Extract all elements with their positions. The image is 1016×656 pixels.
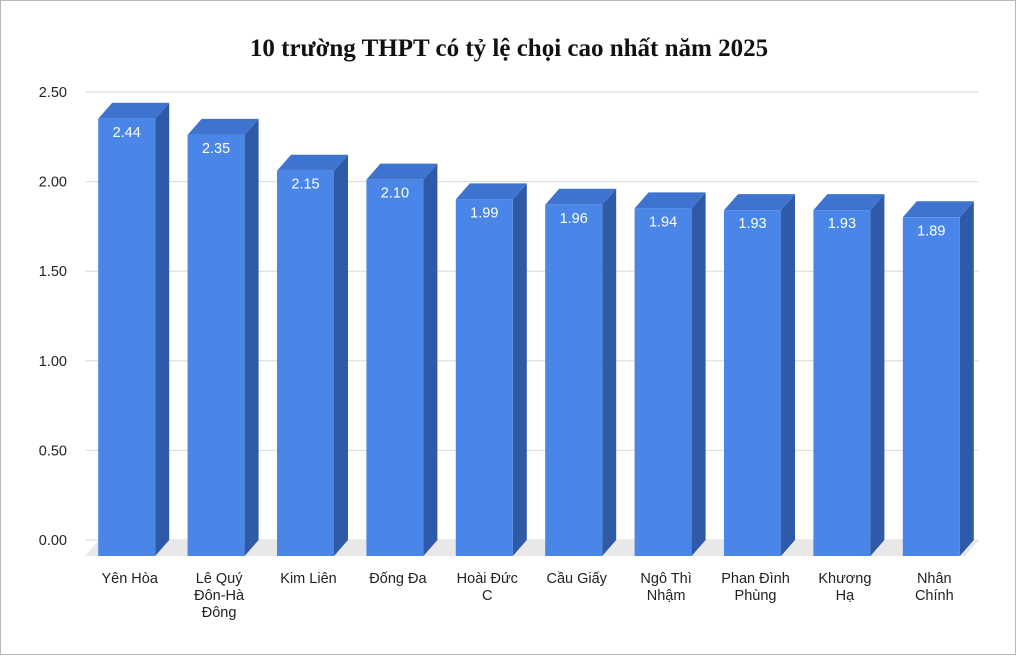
data-label: 2.15: [291, 177, 319, 193]
bar-top: [277, 154, 348, 171]
bar-side: [334, 154, 348, 556]
bar-front: [813, 210, 871, 557]
bar-side: [155, 102, 170, 556]
bar-front: [366, 179, 424, 556]
category-label: Yên Hòa: [101, 571, 158, 587]
bar: [724, 194, 795, 557]
y-tick-label: 0.00: [39, 533, 67, 549]
bar-side: [691, 192, 706, 557]
bar-top: [634, 192, 706, 209]
data-label: 1.96: [560, 211, 588, 227]
y-tick-label: 1.50: [39, 264, 67, 280]
bar-top: [902, 201, 974, 218]
category-labels: Yên Hòa Lê Quý Đôn-Hà Đông Kim Liên Đống Đa Ho…: [101, 571, 953, 621]
chart-title: 10 trường THPT có tỷ lệ chọi cao nhất nă…: [250, 35, 768, 62]
y-axis-ticks: 0.00 0.50 1.00 1.50 2.00 2.50: [39, 85, 67, 549]
category-label: Đống Đa: [369, 571, 427, 587]
data-label: 2.10: [381, 186, 409, 202]
bar-top: [545, 188, 617, 205]
data-label: 2.44: [113, 125, 141, 141]
category-label: Hoài Đức C: [457, 571, 518, 604]
bar: [98, 102, 170, 556]
category-label: Nhân Chính: [915, 571, 954, 604]
bar-front: [724, 210, 781, 557]
y-tick-label: 0.50: [39, 443, 67, 459]
bar-side: [423, 163, 438, 556]
bar-side: [781, 194, 795, 557]
data-label: 1.94: [649, 214, 677, 230]
y-tick-label: 2.00: [39, 175, 67, 191]
bars: [98, 102, 974, 557]
y-tick-label: 2.50: [39, 85, 67, 101]
bar-side: [602, 188, 617, 556]
bar-side: [244, 118, 259, 556]
bar: [813, 194, 885, 557]
category-label: Lê Quý Đôn-Hà Đông: [194, 571, 245, 621]
category-label: Kim Liên: [280, 571, 336, 587]
bar-side: [512, 183, 527, 556]
bar-side: [959, 201, 974, 556]
bar-front: [902, 217, 960, 556]
data-label: 1.93: [738, 216, 766, 232]
bar-top: [366, 163, 438, 180]
bar-top: [455, 183, 527, 200]
y-tick-label: 1.00: [39, 354, 67, 370]
bar: [902, 201, 974, 556]
bar-front: [98, 118, 156, 556]
data-label: 1.99: [470, 205, 498, 221]
bar: [187, 118, 259, 556]
category-label: Ngô Thì Nhậm: [640, 571, 691, 604]
bar-top: [724, 194, 795, 211]
bar: [277, 154, 348, 556]
category-label: Cầu Giấy: [546, 571, 607, 587]
bar-top: [187, 118, 259, 135]
bar: [545, 188, 617, 556]
data-labels: 2.44 2.35 2.15 2.10 1.99 1.96 1.94 1.93 1.93 1.89: [113, 125, 946, 240]
bar: [366, 163, 438, 556]
bar-top: [813, 194, 885, 211]
category-label: Khương Hạ: [818, 571, 871, 604]
bar-front: [545, 204, 603, 556]
data-label: 2.35: [202, 141, 230, 157]
bar-front: [187, 134, 245, 556]
bar-front: [455, 199, 513, 556]
bar-top: [98, 102, 170, 119]
bar-front: [634, 208, 692, 557]
data-label: 1.93: [828, 216, 856, 232]
bar-side: [870, 194, 885, 557]
bar: [634, 192, 706, 557]
bar-front: [277, 170, 334, 556]
bar: [455, 183, 527, 556]
category-label: Phan Đình Phùng: [721, 571, 790, 604]
data-label: 1.89: [917, 223, 945, 239]
